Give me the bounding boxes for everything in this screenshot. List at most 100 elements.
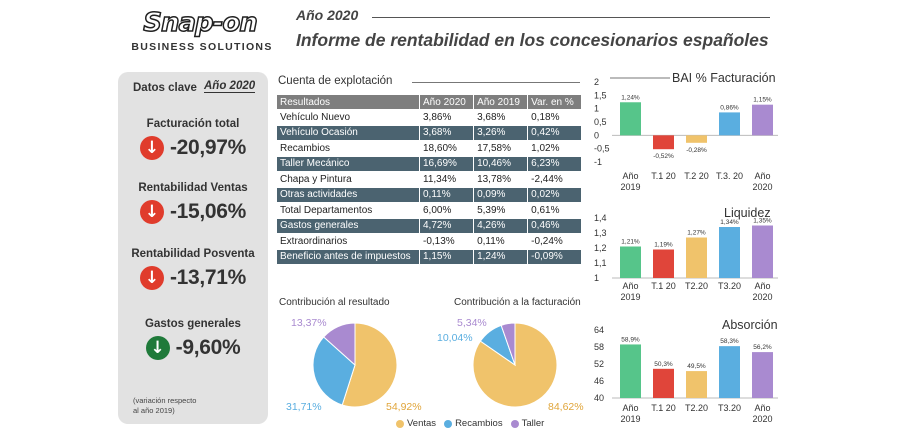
column-header: Año 2019 xyxy=(473,94,529,110)
table-cell: 0,02% xyxy=(527,186,582,203)
table-cell: 1,15% xyxy=(418,248,475,265)
bar xyxy=(719,346,740,398)
table-cell: 17,58% xyxy=(473,140,529,157)
report-title: Informe de rentabilidad en los concesion… xyxy=(296,30,769,50)
arrow-down-icon: ↓ xyxy=(145,336,170,360)
arrow-down-icon: ↓ xyxy=(139,266,164,290)
table-row: Otras actividades 0,11% 0,09% 0,02% xyxy=(276,186,582,203)
table-cell: 13,78% xyxy=(473,171,529,188)
logo-wordmark: Snap-on xyxy=(142,7,258,39)
kpi-rentabilidad-posventa: Rentabilidad Posventa ↓ -13,71% xyxy=(118,248,268,290)
pie-label-taller: 13,37% xyxy=(291,317,327,329)
x-tick-label: Año xyxy=(622,403,638,413)
x-tick-label: T2.20 xyxy=(685,403,708,413)
legend-label: Taller xyxy=(521,418,545,429)
data-label: 1,34% xyxy=(720,219,739,226)
x-tick-label: Año xyxy=(754,403,770,413)
x-tick-label: T3.20 xyxy=(718,403,741,413)
kpi-value: -9,60% xyxy=(175,336,241,359)
table-cell: 0,18% xyxy=(527,109,582,126)
table-cell: Otras actividades xyxy=(276,186,420,203)
table-cell: 4,26% xyxy=(473,217,529,234)
x-tick-label: T.1 20 xyxy=(651,171,676,181)
legend-swatch-recambios xyxy=(444,419,453,428)
column-header: Año 2020 xyxy=(418,94,475,110)
y-tick-label: 1,3 xyxy=(594,228,607,238)
pie-label-ventas: 84,62% xyxy=(548,401,584,413)
x-tick-label: T.1 20 xyxy=(651,403,676,413)
x-tick-label: Año xyxy=(622,171,638,181)
pie-slice-ventas xyxy=(341,322,398,408)
kpi-footnote-line-1: (variación respecto xyxy=(133,396,197,405)
bar xyxy=(620,344,641,398)
bar xyxy=(620,102,641,136)
arrow-down-icon: ↓ xyxy=(139,136,164,160)
table-cell: Gastos generales xyxy=(276,217,420,234)
table-cell: 10,46% xyxy=(473,155,529,172)
snap-on-logo: Snap-on BUSINESS SOLUTIONS xyxy=(126,7,274,53)
x-tick-label: 2019 xyxy=(620,182,640,192)
data-label: 58,3% xyxy=(720,338,739,345)
bai-title-rule xyxy=(610,77,670,79)
key-data-heading: Datos clave xyxy=(133,82,197,94)
x-tick-label: T.1 20 xyxy=(651,281,676,291)
kpi-value: -13,71% xyxy=(169,266,247,289)
table-row: Vehículo Ocasión 3,68% 3,26% 0,42% xyxy=(276,124,582,141)
data-label: 58,9% xyxy=(621,336,640,343)
y-tick-label: 1,1 xyxy=(594,258,607,268)
bar xyxy=(686,135,707,143)
table-cell: 3,86% xyxy=(418,109,475,126)
legend-swatch-taller xyxy=(510,419,519,428)
bar xyxy=(752,104,773,136)
x-tick-label: 2019 xyxy=(620,292,640,302)
x-tick-label: T.3. 20 xyxy=(716,171,743,181)
table-cell: -0,24% xyxy=(527,233,582,250)
table-cell: Chapa y Pintura xyxy=(276,171,420,188)
x-tick-label: 2020 xyxy=(752,182,772,192)
report-year: Año 2020 xyxy=(296,7,359,23)
kpi-label: Rentabilidad Ventas xyxy=(138,182,248,194)
table-cell: Extraordinarios xyxy=(276,233,420,250)
table-cell: 0,11% xyxy=(473,233,529,250)
y-tick-label: -1 xyxy=(594,157,602,167)
table-cell: -0,09% xyxy=(527,248,582,265)
bar xyxy=(752,225,773,278)
table-row: Taller Mecánico 16,69% 10,46% 6,23% xyxy=(276,155,582,172)
kpi-footnote-line-2: al año 2019) xyxy=(133,406,175,415)
table-cell: 0,11% xyxy=(418,186,475,203)
absorcion-chart-title: Absorción xyxy=(722,318,778,332)
legend-label: Recambios xyxy=(455,418,503,429)
data-label: 1,27% xyxy=(687,230,706,237)
table-cell: 4,72% xyxy=(418,217,475,234)
bar xyxy=(752,352,773,398)
y-tick-label: 1,5 xyxy=(594,90,607,100)
y-tick-label: 64 xyxy=(594,325,604,335)
bar xyxy=(620,246,641,278)
y-tick-label: 1 xyxy=(594,273,599,283)
bai-chart-title: BAI % Facturación xyxy=(672,71,776,85)
y-tick-label: 1,2 xyxy=(594,243,607,253)
column-header: Resultados xyxy=(276,94,420,110)
table-cell: 3,26% xyxy=(473,124,529,141)
table-cell: -0,13% xyxy=(418,233,475,250)
kpi-label: Gastos generales xyxy=(145,318,241,330)
key-data-year: Año 2020 xyxy=(204,80,256,93)
arrow-down-icon: ↓ xyxy=(139,200,164,224)
table-cell: 11,34% xyxy=(418,171,475,188)
x-tick-label: Año xyxy=(754,281,770,291)
bar xyxy=(686,237,707,278)
table-cell: 3,68% xyxy=(473,109,529,126)
data-label: -0,52% xyxy=(653,153,674,160)
x-tick-label: 2020 xyxy=(752,414,772,424)
x-tick-label: T.2 20 xyxy=(684,171,709,181)
pie-slice-taller xyxy=(500,322,516,366)
data-label: 1,15% xyxy=(753,97,772,104)
pie-revenue-title: Contribución a la facturación xyxy=(454,297,581,308)
kpi-footnote: (variación respecto al año 2019) xyxy=(133,396,253,416)
kpi-label: Facturación total xyxy=(146,118,240,130)
data-label: 1,21% xyxy=(621,239,640,246)
table-title-divider xyxy=(412,82,580,83)
kpi-value: -15,06% xyxy=(169,200,247,223)
